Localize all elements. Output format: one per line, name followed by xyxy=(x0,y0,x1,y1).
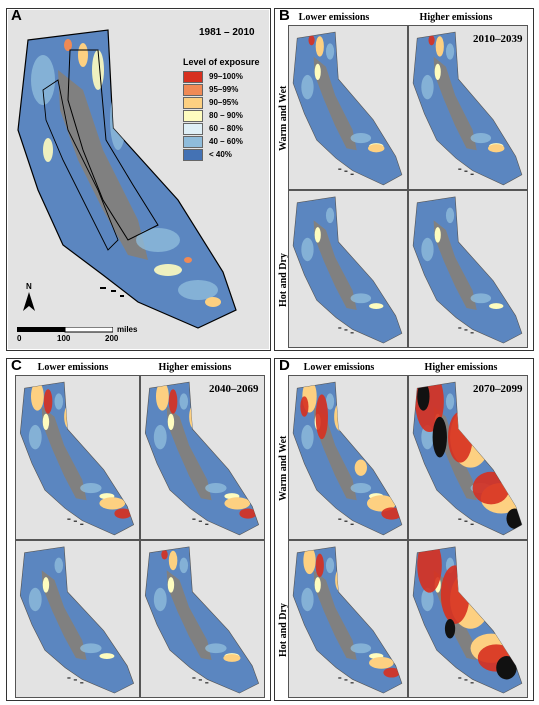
panel-d-map-higher-hot-dry xyxy=(408,540,528,698)
legend-swatch xyxy=(183,122,203,135)
panel-b-map-lower-hot-dry xyxy=(288,190,408,348)
panel-c-period: 2040–2069 xyxy=(209,383,259,395)
panel-b-map-higher-hot-dry xyxy=(408,190,528,348)
panel-c-letter: C xyxy=(11,357,22,374)
north-arrow: N xyxy=(22,282,36,312)
legend-label: 60 – 80% xyxy=(209,124,243,133)
panel-b-letter: B xyxy=(279,7,290,24)
scale-tick-0: 0 xyxy=(17,334,22,343)
california-map xyxy=(292,196,403,344)
california-map xyxy=(292,381,403,536)
panel-d-map-lower-hot-dry xyxy=(288,540,408,698)
legend-item: 60 – 80% xyxy=(183,122,260,135)
scale-bar-graphic xyxy=(17,327,113,333)
panel-a-letter: A xyxy=(11,7,22,24)
north-arrow-icon xyxy=(23,292,35,311)
legend-item: < 40% xyxy=(183,148,260,161)
panel-c-map-higher-warm-wet xyxy=(140,375,265,540)
panel-d-map-higher-warm-wet xyxy=(408,375,528,540)
legend-item: 95–99% xyxy=(183,83,260,96)
scale-tick-200: 200 xyxy=(105,334,119,343)
california-map xyxy=(412,381,523,536)
legend-title: Level of exposure xyxy=(183,57,260,67)
panel-c: C Lower emissions Higher emissions 2040–… xyxy=(6,357,271,701)
panel-d: D Lower emissions Higher emissions Warm … xyxy=(274,357,534,701)
panel-c-map-lower-warm-wet xyxy=(15,375,140,540)
legend-item: 99–100% xyxy=(183,70,260,83)
california-map xyxy=(19,546,135,694)
legend-label: 95–99% xyxy=(209,85,239,94)
panel-d-col-higher: Higher emissions xyxy=(424,362,498,373)
panel-c-col-higher: Higher emissions xyxy=(158,362,232,373)
scale-unit: miles xyxy=(117,325,138,334)
california-map xyxy=(292,31,403,186)
panel-a: A 1981 – 2010 Level of exposure 99–100% 9… xyxy=(6,7,271,351)
california-map xyxy=(19,381,135,536)
panel-a-map xyxy=(8,10,269,349)
panel-c-map-lower-hot-dry xyxy=(15,540,140,698)
legend-item: 40 – 60% xyxy=(183,135,260,148)
scale-tick-100: 100 xyxy=(57,334,71,343)
legend-label: 90–95% xyxy=(209,98,239,107)
california-map xyxy=(292,546,403,694)
panel-b-col-lower: Lower emissions xyxy=(298,12,370,23)
panel-b-period: 2010–2039 xyxy=(473,33,523,45)
california-map xyxy=(144,381,260,536)
legend-items: 99–100% 95–99% 90–95% 80 – 90% 60 – 80% 40 – … xyxy=(183,70,260,161)
legend-label: < 40% xyxy=(209,150,232,159)
california-map-baseline xyxy=(17,29,237,329)
legend-label: 80 – 90% xyxy=(209,111,243,120)
panel-a-period: 1981 – 2010 xyxy=(199,27,255,38)
panel-b: B Lower emissions Higher emissions Warm … xyxy=(274,7,534,351)
legend-swatch xyxy=(183,83,203,96)
exposure-legend: Level of exposure 99–100% 95–99% 90–95% 80 … xyxy=(183,57,260,161)
panel-d-letter: D xyxy=(279,357,290,374)
legend-swatch xyxy=(183,135,203,148)
california-map xyxy=(412,196,523,344)
legend-item: 80 – 90% xyxy=(183,109,260,122)
panel-b-map-higher-warm-wet xyxy=(408,25,528,190)
legend-swatch xyxy=(183,109,203,122)
california-map xyxy=(144,546,260,694)
legend-swatch xyxy=(183,70,203,83)
panel-b-map-lower-warm-wet xyxy=(288,25,408,190)
panel-d-col-lower: Lower emissions xyxy=(303,362,375,373)
panel-b-col-higher: Higher emissions xyxy=(419,12,493,23)
california-map xyxy=(412,546,523,694)
legend-swatch xyxy=(183,148,203,161)
california-map xyxy=(412,31,523,186)
scale-bar: 0 100 200 miles xyxy=(17,325,167,347)
panel-d-map-lower-warm-wet xyxy=(288,375,408,540)
legend-label: 99–100% xyxy=(209,72,243,81)
legend-item: 90–95% xyxy=(183,96,260,109)
panel-d-period: 2070–2099 xyxy=(473,383,523,395)
north-label: N xyxy=(26,282,32,291)
panel-c-col-lower: Lower emissions xyxy=(37,362,109,373)
panel-c-map-higher-hot-dry xyxy=(140,540,265,698)
legend-label: 40 – 60% xyxy=(209,137,243,146)
legend-swatch xyxy=(183,96,203,109)
